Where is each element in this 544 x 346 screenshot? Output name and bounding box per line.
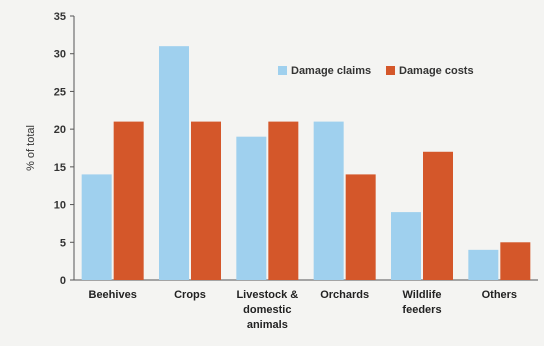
x-tick-label: Crops — [174, 289, 206, 301]
bar-damage-claims — [159, 46, 189, 280]
x-tick-label: Livestock & domestic animals — [236, 289, 298, 331]
bar-damage-costs — [500, 242, 531, 280]
x-tick-label-line: Livestock & — [236, 289, 298, 301]
legend-label: Damage costs — [399, 65, 474, 77]
bar-damage-claims — [468, 249, 499, 280]
y-tick-label: 30 — [54, 49, 66, 61]
y-tick-label: 5 — [60, 237, 66, 249]
x-tick-label-line: domestic — [243, 304, 291, 316]
bar-damage-costs — [191, 121, 221, 280]
bar-damage-costs — [113, 121, 144, 280]
legend-swatch — [386, 66, 395, 75]
x-tick-label-line: Beehives — [89, 289, 137, 301]
x-tick-label: Others — [482, 289, 517, 301]
y-tick-label: 10 — [54, 200, 66, 212]
x-tick-label-line: Crops — [174, 289, 206, 301]
y-tick-label: 25 — [54, 86, 66, 98]
x-tick-label-line: feeders — [402, 304, 441, 316]
bar-damage-claims — [313, 121, 344, 280]
y-tick-label: 15 — [54, 162, 66, 174]
bar-damage-claims — [236, 136, 267, 280]
y-tick-label: 35 — [54, 11, 66, 23]
bar-damage-costs — [345, 174, 376, 280]
x-tick-label: Orchards — [320, 289, 369, 301]
x-tick-label-line: Others — [482, 289, 517, 301]
legend-swatch — [278, 66, 287, 75]
legend-label: Damage claims — [291, 65, 371, 77]
bar-damage-claims — [81, 174, 112, 280]
bar-damage-claims — [391, 212, 421, 280]
legend: Damage claims Damage costs — [278, 65, 474, 77]
bar-damage-costs — [423, 151, 453, 280]
x-tick-label: Beehives — [89, 289, 137, 301]
y-tick-label: 20 — [54, 124, 66, 136]
bar-damage-costs — [268, 121, 299, 280]
x-tick-label: Wildlife feeders — [402, 289, 441, 316]
x-tick-label-line: animals — [247, 319, 288, 331]
x-tick-label-line: Wildlife — [402, 289, 441, 301]
y-tick-label: 0 — [60, 275, 66, 287]
x-tick-label-line: Orchards — [320, 289, 369, 301]
y-axis-label: % of total — [25, 125, 37, 171]
